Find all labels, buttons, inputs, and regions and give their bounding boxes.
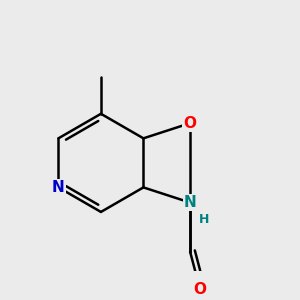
Text: N: N (184, 195, 196, 210)
Text: H: H (199, 213, 210, 226)
Text: O: O (184, 116, 196, 131)
Text: O: O (194, 282, 207, 297)
Text: N: N (52, 180, 65, 195)
